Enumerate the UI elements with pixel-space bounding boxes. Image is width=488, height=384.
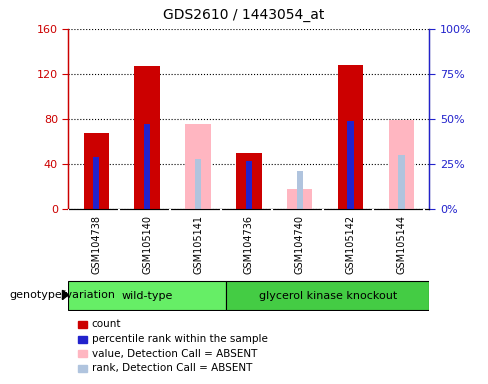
Bar: [226, 281, 429, 310]
Bar: [78, 350, 87, 357]
Text: GDS2610 / 1443054_at: GDS2610 / 1443054_at: [163, 8, 325, 22]
Bar: [338, 65, 364, 209]
Text: GSM105140: GSM105140: [142, 215, 152, 274]
Bar: [83, 132, 109, 209]
Text: glycerol kinase knockout: glycerol kinase knockout: [259, 291, 397, 301]
Text: GSM104736: GSM104736: [244, 215, 254, 274]
Bar: [245, 161, 252, 209]
Text: GSM105144: GSM105144: [396, 215, 407, 274]
Text: rank, Detection Call = ABSENT: rank, Detection Call = ABSENT: [92, 363, 252, 373]
Bar: [236, 153, 262, 209]
Text: GSM105141: GSM105141: [193, 215, 203, 274]
Bar: [78, 336, 87, 343]
Bar: [195, 159, 201, 209]
Bar: [185, 124, 211, 209]
Bar: [398, 155, 405, 209]
Bar: [78, 321, 87, 328]
Text: wild-type: wild-type: [122, 291, 173, 301]
Bar: [144, 124, 150, 209]
Bar: [287, 189, 312, 209]
Bar: [93, 157, 100, 209]
Text: GSM105142: GSM105142: [346, 215, 356, 274]
Text: GSM104738: GSM104738: [91, 215, 102, 274]
Bar: [78, 365, 87, 372]
Text: percentile rank within the sample: percentile rank within the sample: [92, 334, 267, 344]
Text: genotype/variation: genotype/variation: [10, 290, 116, 300]
FancyArrow shape: [62, 290, 68, 300]
Bar: [134, 66, 160, 209]
Bar: [389, 120, 414, 209]
Bar: [347, 121, 354, 209]
Bar: [68, 281, 226, 310]
Bar: [297, 171, 303, 209]
Text: count: count: [92, 319, 121, 329]
Text: GSM104740: GSM104740: [295, 215, 305, 274]
Text: value, Detection Call = ABSENT: value, Detection Call = ABSENT: [92, 349, 257, 359]
